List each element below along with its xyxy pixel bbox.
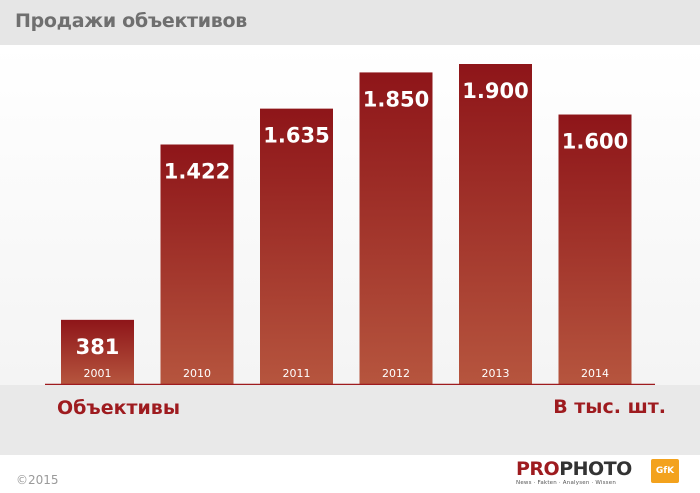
page-title: Продажи объективов <box>15 10 247 32</box>
bar-2011 <box>260 108 333 384</box>
bar-2012 <box>359 72 433 384</box>
lower-band <box>0 385 700 455</box>
logo-text-photo: PHOTO <box>559 458 632 480</box>
value-label-2001: 381 <box>76 335 120 359</box>
value-label-2013: 1.900 <box>462 79 528 103</box>
category-label-2013: 2013 <box>482 367 510 380</box>
copyright-text: ©2015 <box>16 473 59 487</box>
category-label-2014: 2014 <box>581 367 609 380</box>
category-label-2012: 2012 <box>382 367 410 380</box>
bar-chart: 381 2001 1.422 2010 1.635 2011 1.850 2012 1.900 2… <box>45 64 655 385</box>
prophoto-logo: PROPHOTO News · Fakten · Analysen · Wiss… <box>516 459 636 489</box>
logo-text-pro: PRO <box>516 458 560 480</box>
plot-area: 381 2001 1.422 2010 1.635 2011 1.850 2012 1.900 2… <box>0 45 700 385</box>
category-label-2011: 2011 <box>283 367 311 380</box>
gfk-logo: GfK <box>651 459 679 483</box>
category-label-2010: 2010 <box>183 367 211 380</box>
bar-2010 <box>160 144 234 384</box>
value-label-2011: 1.635 <box>263 124 329 148</box>
series-label: Объективы <box>57 397 181 419</box>
header-bar: Продажи объективов <box>0 0 700 45</box>
footer <box>0 455 700 493</box>
logo-tagline: News · Fakten · Analysen · Wissen <box>516 480 617 486</box>
category-label-2001: 2001 <box>84 367 112 380</box>
value-label-2014: 1.600 <box>562 130 628 154</box>
value-label-2010: 1.422 <box>164 160 230 184</box>
bar-2014 <box>558 114 632 385</box>
bar-2001 <box>61 319 134 384</box>
bar-2013 <box>459 64 532 384</box>
value-label-2012: 1.850 <box>363 87 429 111</box>
unit-label: В тыс. шт. <box>553 396 666 418</box>
